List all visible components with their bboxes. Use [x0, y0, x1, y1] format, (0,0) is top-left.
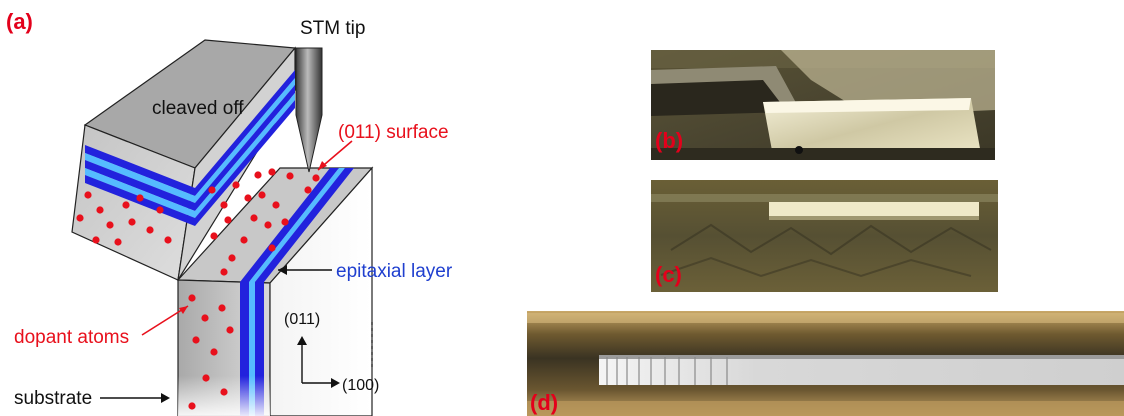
panel-b-label: (b)	[655, 128, 684, 153]
dopant-atoms-label: dopant atoms	[14, 327, 129, 348]
panel-d-label: (d)	[530, 390, 559, 415]
cleaved-fragment	[71, 39, 297, 281]
axis-vertical-label: (011)	[284, 311, 320, 328]
photo-b	[651, 50, 995, 160]
annotation-arrows	[100, 140, 373, 403]
epitaxial-layer-label: epitaxial layer	[336, 261, 453, 282]
stm-tip-label: STM tip	[300, 18, 365, 39]
panel-a-label: (a)	[6, 9, 33, 34]
surface-label: (011) surface	[338, 122, 449, 143]
cleave-schematic: STM tip cleaved off (011) surface epitax…	[6, 9, 453, 416]
cleaved-off-label: cleaved off	[152, 98, 244, 119]
substrate-label: substrate	[14, 388, 92, 409]
photo-d	[527, 311, 1124, 416]
stm-tip-shape	[295, 47, 323, 173]
axis-horizontal-label: (100)	[342, 377, 379, 394]
panel-c-label: (c)	[655, 262, 682, 287]
photo-c	[651, 180, 998, 292]
dopant-atoms	[76, 168, 320, 410]
